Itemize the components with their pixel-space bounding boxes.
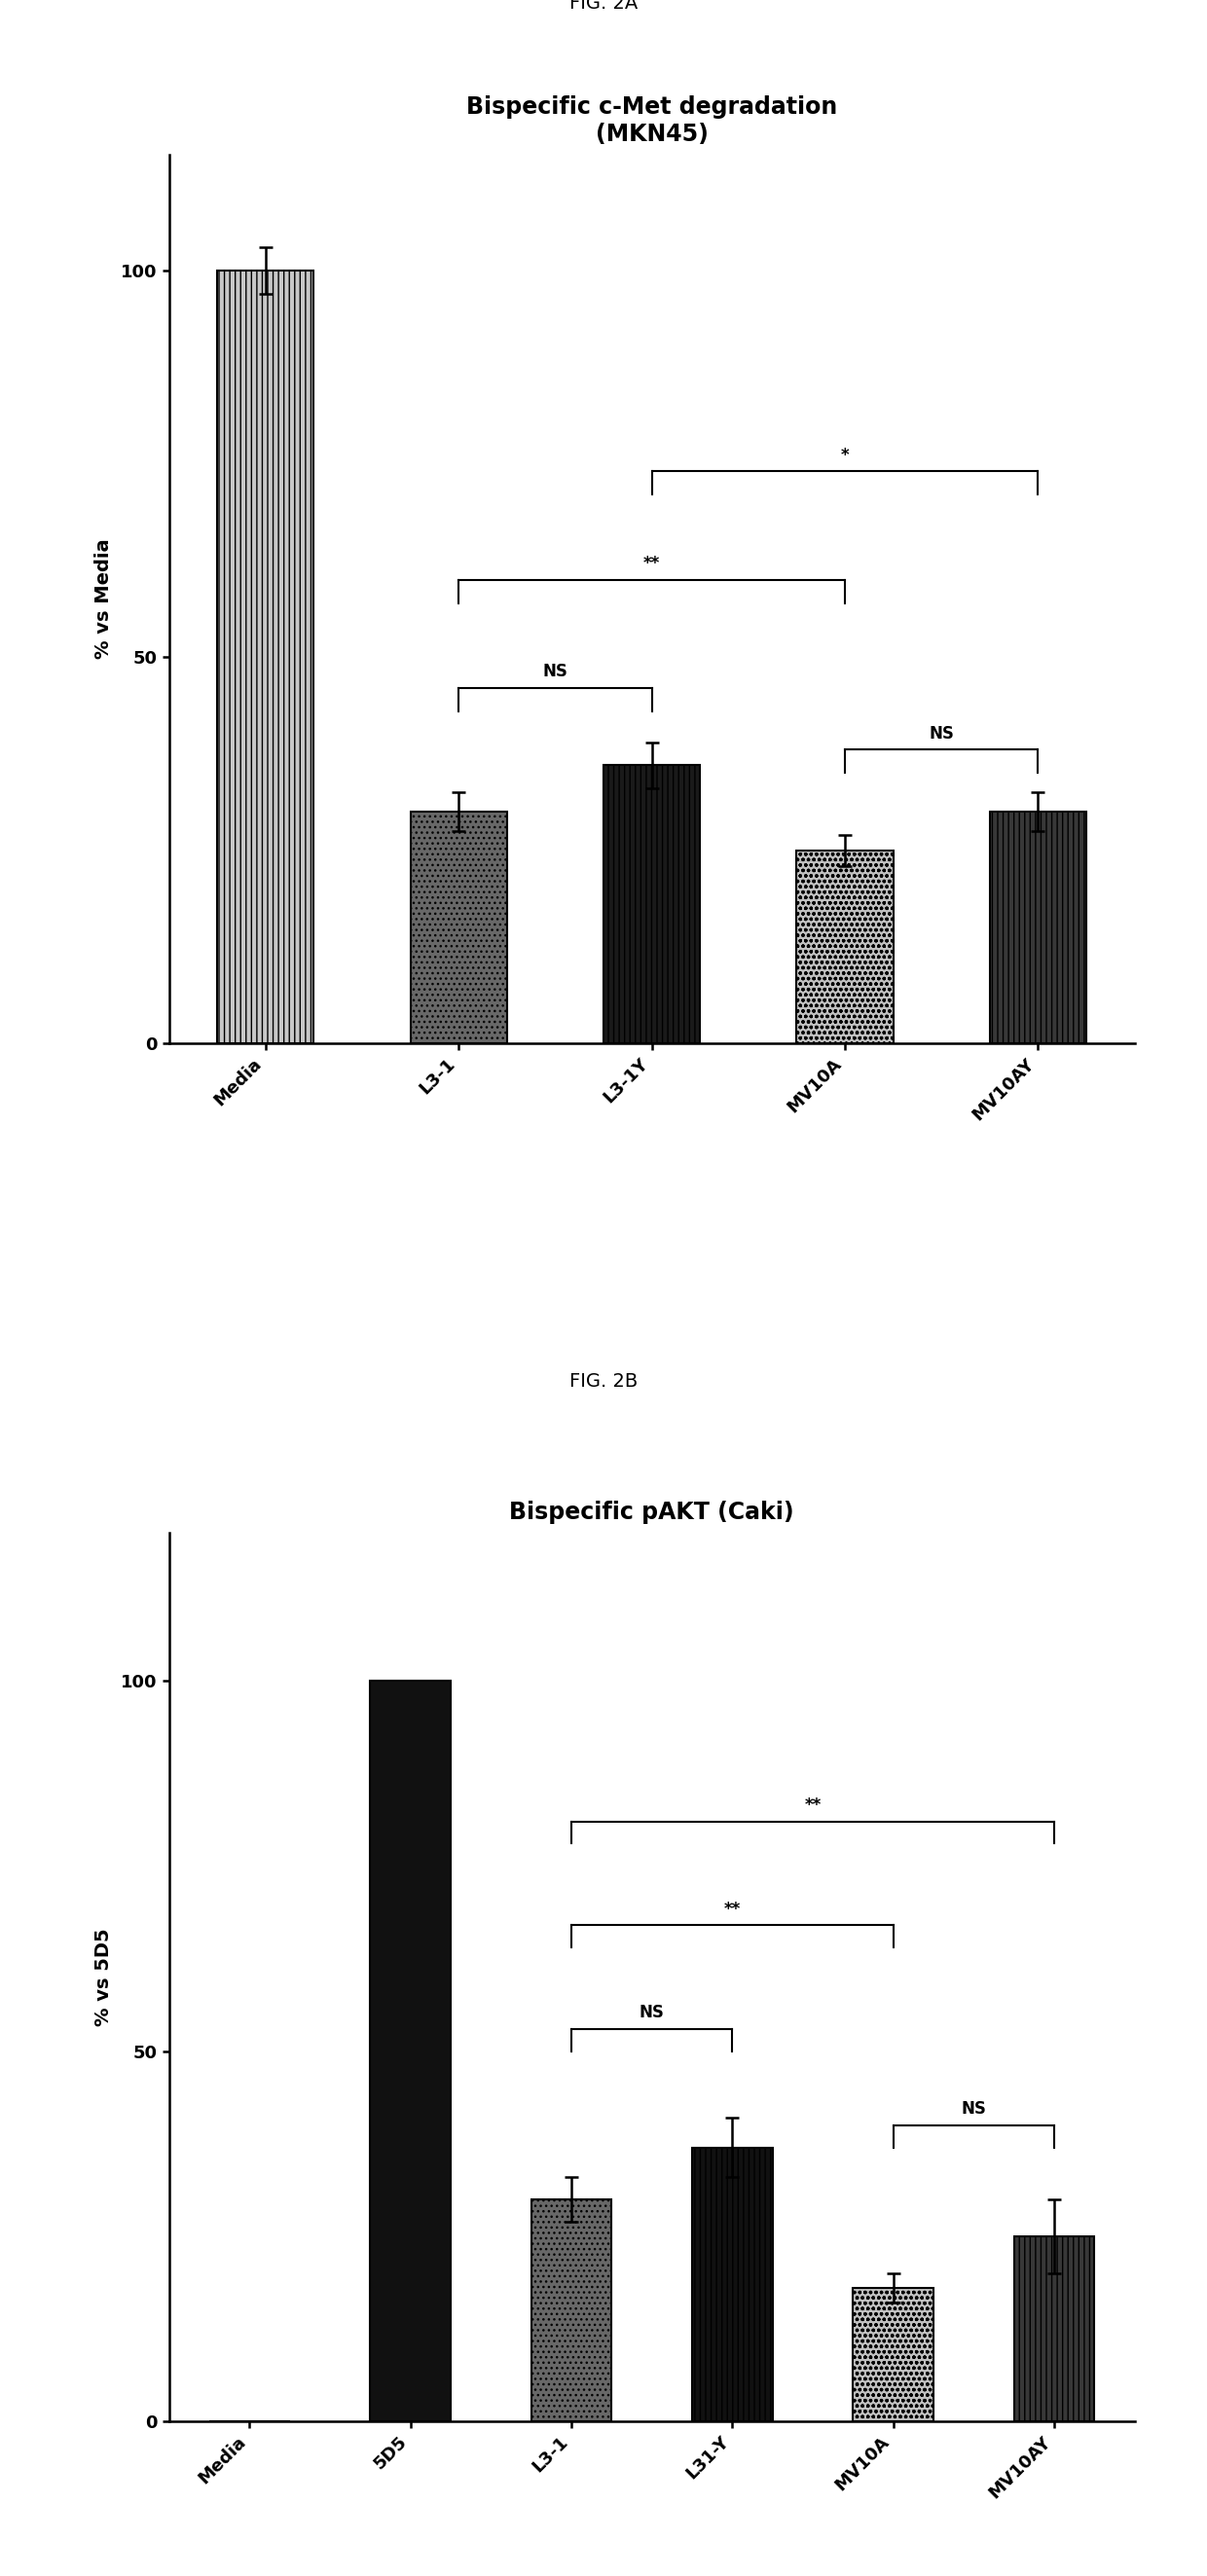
Text: NS: NS (929, 724, 954, 742)
Bar (692, 2148, 772, 2421)
Bar (217, 270, 314, 1043)
Text: NS: NS (640, 2004, 664, 2022)
Title: Bispecific c-Met degradation
(MKN45): Bispecific c-Met degradation (MKN45) (466, 95, 838, 147)
Text: NS: NS (961, 2099, 986, 2117)
Text: FIG. 2A: FIG. 2A (570, 0, 637, 13)
Y-axis label: % vs Media: % vs Media (94, 538, 113, 659)
Text: **: ** (724, 1901, 741, 1917)
Bar (531, 2200, 612, 2421)
Text: **: ** (804, 1795, 821, 1814)
Y-axis label: % vs 5D5: % vs 5D5 (94, 1927, 113, 2025)
Title: Bispecific pAKT (Caki): Bispecific pAKT (Caki) (509, 1499, 794, 1525)
Bar (371, 1680, 450, 2421)
Bar (797, 850, 893, 1043)
Text: **: ** (643, 554, 660, 572)
Bar (990, 811, 1086, 1043)
Bar (853, 2287, 933, 2421)
Bar (1014, 2236, 1095, 2421)
Text: *: * (841, 446, 849, 464)
Text: NS: NS (543, 662, 567, 680)
Text: FIG. 2B: FIG. 2B (570, 1373, 637, 1391)
Bar (604, 765, 700, 1043)
Bar (410, 811, 507, 1043)
